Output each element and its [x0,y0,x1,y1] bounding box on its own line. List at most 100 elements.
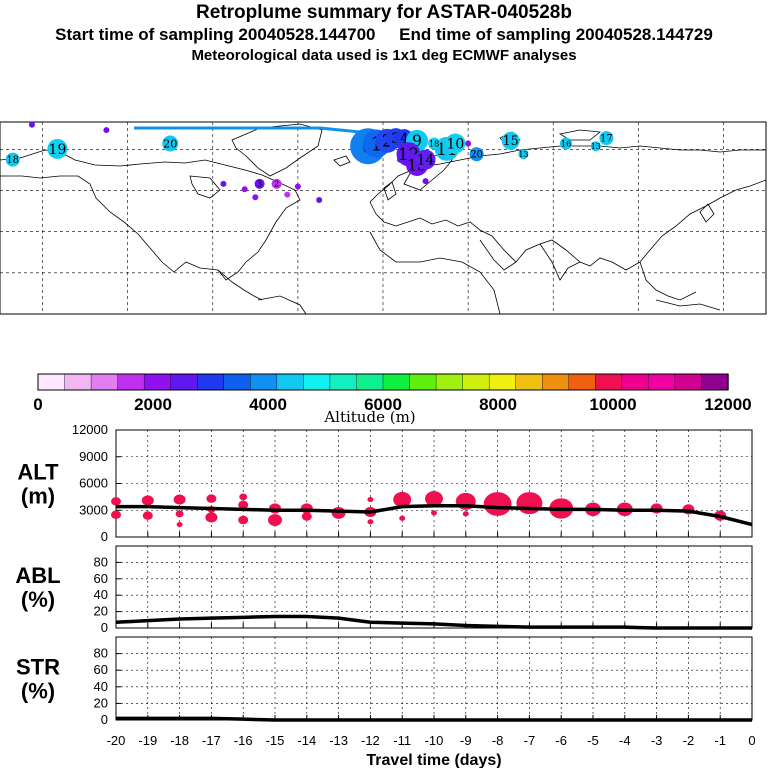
y-tick-label: 60 [94,571,108,586]
altitude-cluster [239,493,248,501]
plume-circle [271,178,282,189]
x-tick-label: -16 [234,733,253,748]
colorbar-cell [621,373,650,391]
coast-japan [699,203,715,223]
coast-south-america [257,295,307,315]
altitude-cluster [301,512,312,521]
colorbar-cell [409,373,437,391]
coast-iceland [333,155,351,167]
x-tick-label: -19 [138,733,157,748]
plume-day-label: 14 [417,153,435,169]
series-line-str [116,716,752,722]
plume-dot [241,186,248,193]
plume-circle [47,138,68,159]
series-line-alt [116,504,753,527]
x-tick-label: 0 [748,733,755,748]
altitude-colorbar: 0 2000 4000 6000 8000 10000 12000 Altitude (m) [33,373,752,426]
colorbar-cell [64,373,92,391]
colorbar-label: 8000 [479,395,517,414]
colorbar-label: 10000 [589,395,636,414]
plume-circle [428,137,441,150]
panel-alt: 0 3000 6000 9000 12000 ALT(m) [17,422,753,544]
coast-eurasia [369,145,766,215]
altitude-cluster [142,511,153,520]
map-plume-clusters: 01234912131411102018151617131319182032 [5,128,614,189]
x-tick-label: -11 [393,733,411,748]
y-tick-label: 0 [101,620,108,635]
colorbar-cell [356,373,384,391]
altitude-cluster [205,512,218,523]
colorbar-cell [197,373,225,391]
y-tick-label: 0 [101,712,108,727]
colorbar-cell [276,373,305,391]
plume-day-label: 13 [518,150,528,159]
colorbar-cell [90,373,119,391]
y-tick-label: 20 [94,695,108,710]
colorbar-cell [37,373,66,391]
colorbar-cell [674,373,703,391]
coast-central-america [217,269,263,301]
met-data-subtitle: Meteorological data used is 1x1 deg ECMW… [191,47,577,64]
plume-circle [415,149,436,170]
plume-day-label: 4 [400,131,408,146]
altitude-cluster [111,497,121,506]
plume-circle [469,147,484,162]
plume-circle [5,152,20,167]
altitude-cluster [393,491,412,508]
plume-dot [316,196,323,203]
plume-circle [162,135,179,152]
plume-day-label: 9 [412,132,422,150]
altitude-cluster [483,492,512,516]
colorbar-cells [37,373,729,391]
plume-day-label: 13 [591,142,601,151]
altitude-cluster [176,521,183,528]
coast-arabia [479,239,517,271]
plume-circle [599,131,614,146]
colorbar-cell [143,373,172,391]
plume-circle [559,137,572,150]
coast-africa [369,231,501,315]
x-tick-label: -15 [266,733,285,748]
x-tick-label: -4 [619,733,631,748]
x-axis-title: Travel time (days) [366,752,501,768]
colorbar-cell [170,373,198,391]
plume-dot [103,127,110,134]
coast-greenland [231,123,323,177]
x-tick-label: -13 [329,733,348,748]
colorbar-cell [701,373,729,391]
colorbar-cell [595,373,623,391]
y-tick-label: 80 [94,554,108,569]
y-tick-label: 9000 [79,449,108,464]
panel-label-str: STR [16,655,60,680]
y-tick-label: 20 [94,604,108,619]
colorbar-label: 6000 [364,395,402,414]
time-series-panels: 030006000900012000ALT(m)020406080ABL(%)0… [15,422,755,768]
panel-label-abl: ABL [15,563,60,588]
plume-day-label: 20 [163,137,177,150]
altitude-cluster [268,514,282,527]
plume-circle [445,133,466,154]
y-tick-label: 40 [94,679,108,694]
y-tick-label: 12000 [72,422,108,437]
plume-dot [294,183,301,190]
colorbar-labels: 0 2000 4000 6000 8000 10000 12000 [33,395,751,414]
altitude-cluster [367,497,374,503]
plume-day-label: 20 [470,150,482,161]
y-tick-label: 80 [94,646,108,661]
colorbar-label: 12000 [704,395,751,414]
altitude-cluster [206,494,217,503]
plume-day-label: 18 [429,138,440,148]
y-tick-label: 60 [94,662,108,677]
x-axis: -20 -19 -18 -17 -16 -15 -14 -13 -12 -11 -10 -9 -8 -7-… [107,733,756,768]
coast-europe-south [375,179,767,271]
altitude-cluster [175,510,184,518]
plume-circle [254,178,265,189]
altitude-cluster [141,495,154,506]
altitude-cluster [431,510,437,516]
x-tick-label: -17 [202,733,221,748]
coast-southeast-asia [639,261,697,301]
x-tick-label: -3 [651,733,663,748]
x-tick-label: -7 [524,733,536,748]
